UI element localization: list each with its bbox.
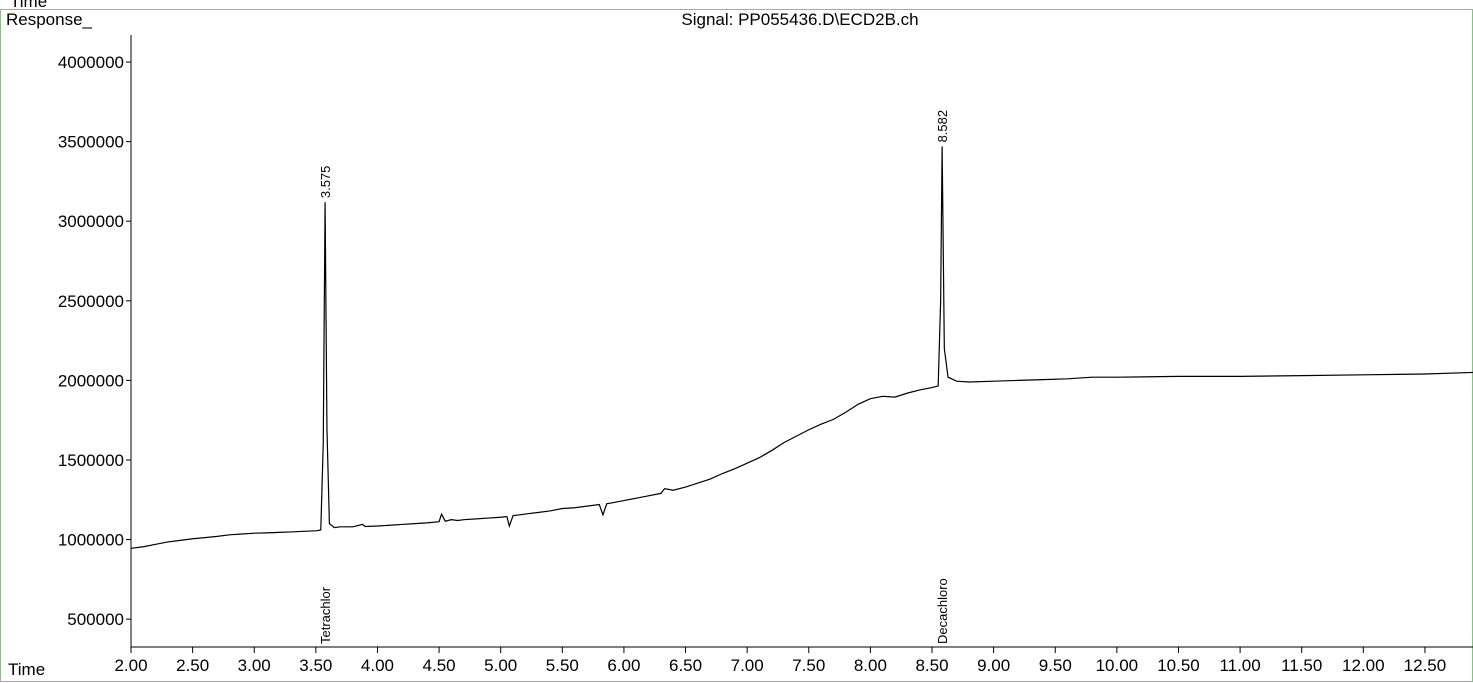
x-tick-label: 7.00 [731,656,764,675]
frame [0,9,1473,682]
x-tick-label: 9.00 [977,656,1010,675]
chart-title: Signal: PP055436.D\ECD2B.ch [681,10,918,29]
y-tick-label: 3500000 [58,133,124,152]
x-tick-label: 9.50 [1039,656,1072,675]
x-tick-label: 12.00 [1342,656,1385,675]
x-tick-label: 6.00 [607,656,640,675]
y-axis-label: Response_ [6,10,93,29]
compound-label: Decachloro [935,578,950,644]
x-tick-label: 8.50 [915,656,948,675]
x-axis-label: Time [8,660,45,679]
x-tick-label: 5.50 [546,656,579,675]
y-tick-label: 2000000 [58,371,124,390]
x-tick-label: 10.50 [1157,656,1200,675]
x-tick-label: 3.50 [299,656,332,675]
y-tick-label: 2500000 [58,292,124,311]
x-tick-label: 4.50 [423,656,456,675]
signal-line [130,146,1473,549]
x-tick-label: 11.00 [1219,656,1260,675]
y-tick-label: 1500000 [58,451,124,470]
y-tick-label: 4000000 [58,53,124,72]
x-tick-label: 5.00 [484,656,517,675]
x-tick-label: 2.00 [114,656,147,675]
y-tick-label: 1000000 [58,531,124,550]
x-tick-label: 12.50 [1404,656,1447,675]
header: Time [10,0,47,11]
x-tick-label: 4.00 [361,656,394,675]
x-tick-label: 8.00 [854,656,887,675]
x-tick-label: 2.50 [176,656,209,675]
x-tick-label: 6.50 [669,656,702,675]
peak-label: 8.582 [935,110,950,143]
y-tick-label: 500000 [67,610,124,629]
compound-label: Tetrachlor [318,586,333,644]
y-tick-label: 3000000 [58,212,124,231]
x-tick-label: 11.50 [1281,656,1322,675]
x-tick-label: 3.00 [238,656,271,675]
x-tick-label: 10.00 [1096,656,1139,675]
x-tick-label: 7.50 [792,656,825,675]
peak-label: 3.575 [318,166,333,199]
